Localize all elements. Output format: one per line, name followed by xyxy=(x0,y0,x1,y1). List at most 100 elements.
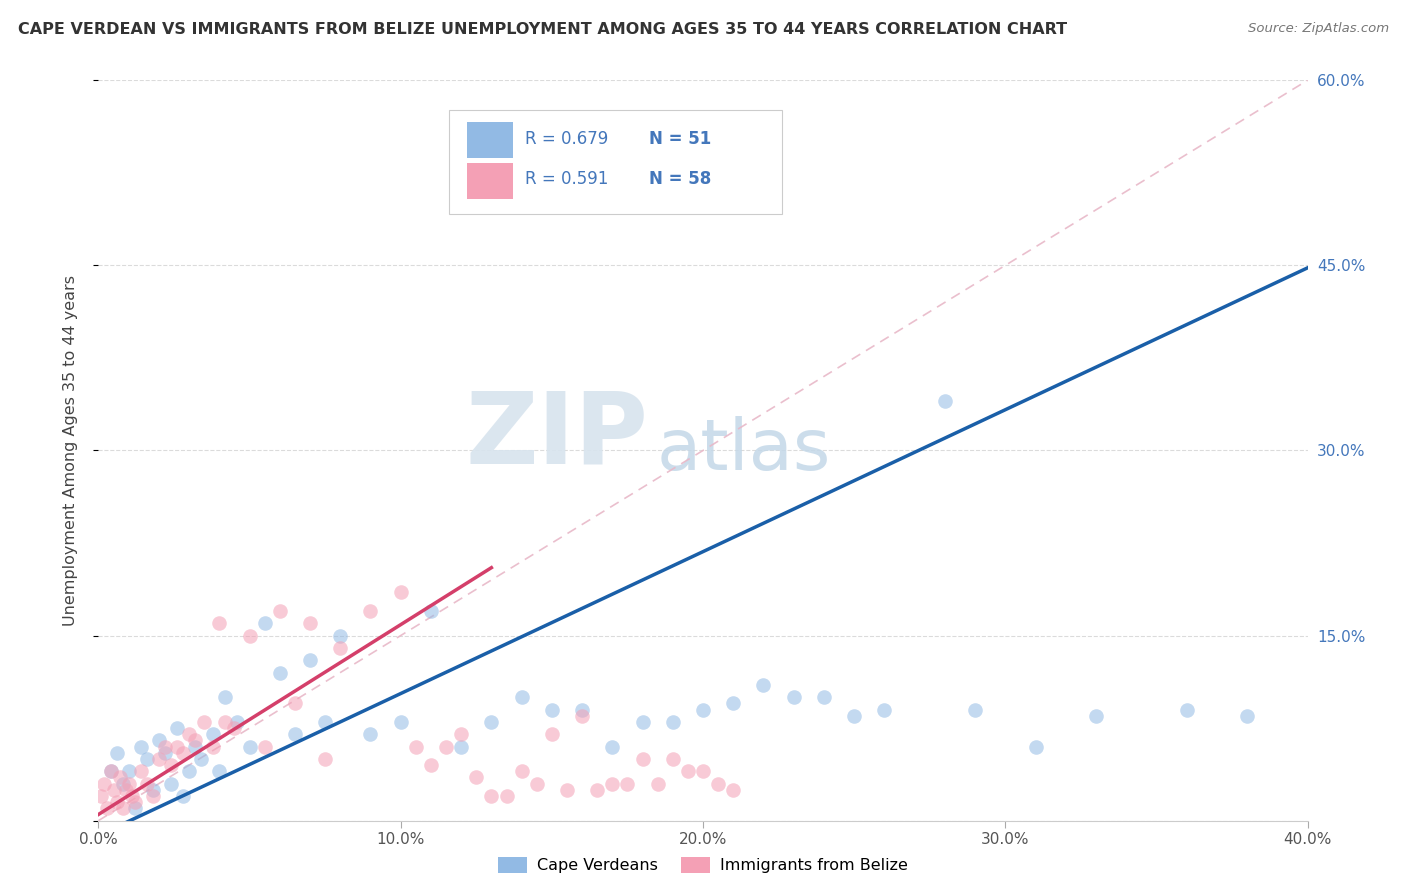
Point xyxy=(676,764,699,779)
Point xyxy=(692,764,714,779)
Point xyxy=(100,764,122,779)
FancyBboxPatch shape xyxy=(467,122,513,158)
Point xyxy=(108,771,131,785)
Point xyxy=(124,795,146,809)
Point xyxy=(121,789,143,803)
Point xyxy=(526,776,548,791)
FancyBboxPatch shape xyxy=(467,163,513,199)
Point xyxy=(813,690,835,705)
Point xyxy=(269,665,291,680)
Point xyxy=(93,776,115,791)
Point xyxy=(631,752,654,766)
Point xyxy=(1085,708,1108,723)
Point xyxy=(540,727,562,741)
Point xyxy=(142,782,165,797)
Point xyxy=(184,733,207,747)
Point xyxy=(208,616,231,631)
Point xyxy=(118,764,141,779)
Point xyxy=(129,764,152,779)
Point xyxy=(661,714,683,729)
Point xyxy=(571,708,593,723)
Point xyxy=(105,746,128,760)
Point xyxy=(284,697,307,711)
Point xyxy=(90,789,112,803)
Point xyxy=(405,739,427,754)
Point xyxy=(495,789,517,803)
Point xyxy=(465,771,488,785)
Point xyxy=(314,752,336,766)
Point xyxy=(571,703,593,717)
Point xyxy=(631,714,654,729)
Point xyxy=(135,776,157,791)
Point xyxy=(965,703,987,717)
Point xyxy=(166,721,188,735)
Point xyxy=(103,782,125,797)
Point xyxy=(481,789,503,803)
Point xyxy=(226,714,249,729)
Point xyxy=(118,776,141,791)
Text: N = 58: N = 58 xyxy=(648,169,711,187)
Point xyxy=(752,678,775,692)
Point xyxy=(1236,708,1258,723)
Point xyxy=(314,714,336,729)
Point xyxy=(111,776,134,791)
Point xyxy=(148,733,170,747)
Point xyxy=(450,727,472,741)
Legend: Cape Verdeans, Immigrants from Belize: Cape Verdeans, Immigrants from Belize xyxy=(492,850,914,880)
Point xyxy=(783,690,806,705)
Point xyxy=(692,703,714,717)
Point xyxy=(389,714,412,729)
Point xyxy=(329,628,352,642)
Point xyxy=(193,714,215,729)
Text: R = 0.679: R = 0.679 xyxy=(526,129,609,148)
Point xyxy=(153,739,176,754)
Point xyxy=(329,640,352,655)
Point xyxy=(166,739,188,754)
Point xyxy=(239,739,262,754)
Text: atlas: atlas xyxy=(657,416,831,485)
Point xyxy=(481,714,503,729)
Point xyxy=(214,690,236,705)
Text: ZIP: ZIP xyxy=(465,387,648,484)
Point xyxy=(208,764,231,779)
Point xyxy=(1175,703,1198,717)
Point xyxy=(934,394,956,409)
Point xyxy=(555,782,578,797)
Point xyxy=(299,616,322,631)
Point xyxy=(269,604,291,618)
Point xyxy=(135,752,157,766)
Point xyxy=(124,801,146,815)
Point xyxy=(420,758,443,772)
Point xyxy=(434,739,457,754)
Point xyxy=(389,585,412,599)
Point xyxy=(723,782,745,797)
Point xyxy=(616,776,638,791)
Point xyxy=(299,653,322,667)
Point xyxy=(129,739,152,754)
Point xyxy=(420,604,443,618)
Point xyxy=(360,727,382,741)
Point xyxy=(172,746,194,760)
Point xyxy=(184,739,207,754)
Point xyxy=(661,752,683,766)
Point xyxy=(179,727,201,741)
Point xyxy=(510,764,533,779)
Text: Source: ZipAtlas.com: Source: ZipAtlas.com xyxy=(1249,22,1389,36)
Point xyxy=(360,604,382,618)
Point xyxy=(450,739,472,754)
Point xyxy=(224,721,246,735)
Point xyxy=(510,690,533,705)
Point xyxy=(239,628,262,642)
Point xyxy=(148,752,170,766)
Point xyxy=(1024,739,1046,754)
Point xyxy=(707,776,730,791)
Point xyxy=(873,703,896,717)
Point xyxy=(111,801,134,815)
Point xyxy=(179,764,201,779)
Text: R = 0.591: R = 0.591 xyxy=(526,169,609,187)
Point xyxy=(153,746,176,760)
Point xyxy=(190,752,212,766)
Point xyxy=(586,782,609,797)
Point xyxy=(100,764,122,779)
Point xyxy=(540,703,562,717)
